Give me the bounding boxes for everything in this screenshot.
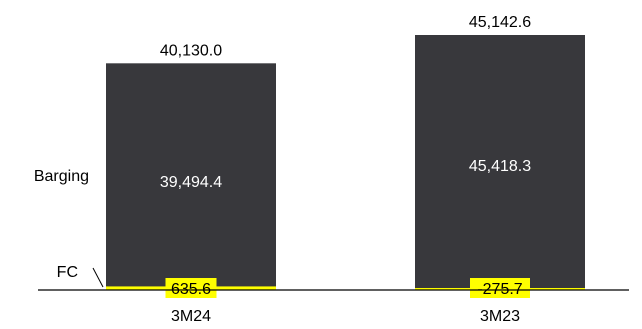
- category-label-3m24: 3M24: [171, 308, 211, 325]
- category-label-3m23: 3M23: [480, 308, 520, 325]
- fc-leader-line: [92, 267, 104, 288]
- series-label-barging: Barging: [34, 168, 89, 185]
- fc-value-highlight-3m23: [470, 278, 530, 298]
- total-label-3m24: 40,130.0: [160, 42, 222, 59]
- fc-value-highlight-3m24: [165, 278, 217, 298]
- barging-value-label-3m23: 45,418.3: [469, 158, 531, 175]
- barging-value-label-3m24: 39,494.4: [160, 174, 222, 191]
- bar-barging-3m23: [415, 35, 585, 290]
- bars-layer: [106, 35, 585, 291]
- series-label-fc: FC: [57, 264, 78, 281]
- labels-layer: 40,130.039,494.4635.63M2445,142.645,418.…: [34, 14, 629, 325]
- total-label-3m23: 45,142.6: [469, 14, 531, 31]
- bar-barging-3m24: [106, 63, 276, 291]
